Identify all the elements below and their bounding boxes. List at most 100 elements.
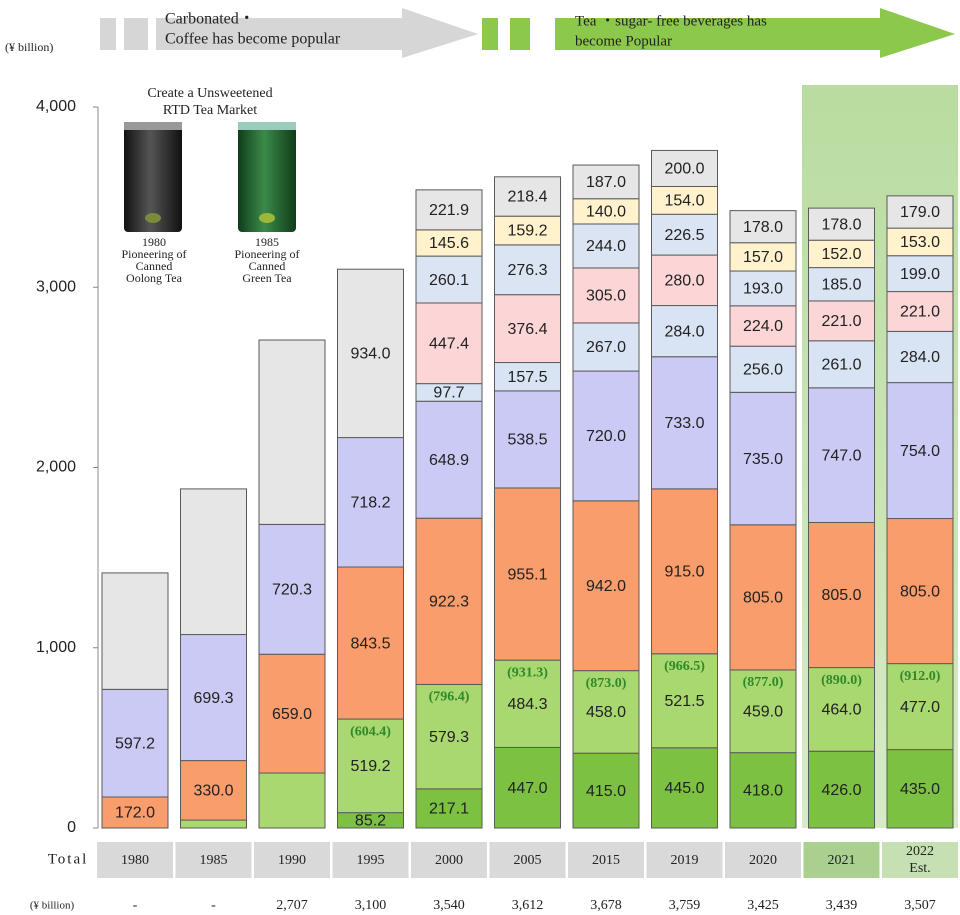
- bar-segment: [651, 356, 718, 490]
- total-value: -: [133, 898, 138, 913]
- product-caption: Pioneering of: [122, 247, 187, 261]
- bar-segment: [415, 189, 483, 231]
- subtotal-label: (890.0): [821, 673, 862, 688]
- bar-segment: [729, 391, 797, 526]
- value-label: 805.0: [821, 587, 861, 604]
- value-label: 754.0: [900, 443, 940, 460]
- value-label: 464.0: [821, 702, 861, 719]
- value-label: 154.0: [664, 193, 704, 210]
- value-label: 157.0: [743, 249, 783, 266]
- bar-segment: [180, 760, 247, 821]
- value-label: 218.4: [507, 189, 547, 206]
- bar-segment: [886, 195, 954, 229]
- value-label: 720.0: [586, 428, 626, 445]
- table-cell: [882, 842, 958, 878]
- total-value: 3,425: [747, 898, 779, 913]
- value-label: 659.0: [272, 706, 312, 723]
- value-label: 172.0: [115, 805, 155, 822]
- value-label: 376.4: [507, 321, 547, 338]
- value-label: 447.4: [429, 336, 469, 353]
- x-tick-label: 2019: [670, 852, 699, 868]
- subtotal-label: (966.5): [664, 659, 705, 674]
- table-cell: [725, 842, 801, 878]
- value-label: 747.0: [821, 447, 861, 464]
- x-tick-label: 1980: [121, 852, 149, 868]
- bar-segment: [494, 390, 561, 489]
- total-label: Total: [48, 851, 89, 867]
- bar-segment: [494, 746, 561, 829]
- era-text: Carbonated・: [165, 11, 255, 28]
- can-image: [238, 122, 296, 232]
- bar-segment: [572, 752, 640, 829]
- annotation: RTD Tea Market: [163, 103, 257, 118]
- value-label: 221.0: [900, 304, 940, 321]
- total-value: 2,707: [276, 898, 308, 913]
- era-text: Coffee has become popular: [165, 31, 341, 48]
- value-label: 221.0: [821, 313, 861, 330]
- value-label: 843.5: [350, 635, 390, 652]
- bar-segment: [651, 305, 718, 358]
- value-label: 579.3: [429, 729, 469, 746]
- table-cell: [489, 842, 566, 878]
- bar-segment: [337, 437, 404, 568]
- value-label: 447.0: [507, 780, 547, 797]
- product-caption: 1985: [255, 235, 279, 249]
- table-cell: [97, 842, 173, 878]
- total-value: 3,439: [826, 898, 858, 913]
- bar-segment: [494, 244, 561, 296]
- total-value: 3,759: [669, 898, 701, 913]
- value-label: 178.0: [743, 219, 783, 236]
- bar-segment: [651, 254, 718, 307]
- bar-segment: [415, 517, 483, 685]
- value-label: 284.0: [664, 323, 704, 340]
- value-label: 484.3: [507, 696, 547, 713]
- value-label: 199.0: [900, 266, 940, 283]
- product-caption: Oolong Tea: [126, 271, 183, 285]
- value-label: 226.5: [664, 227, 704, 244]
- bar-segment: [180, 634, 247, 762]
- value-label: 244.0: [586, 238, 626, 255]
- bar-segment: [258, 653, 326, 774]
- value-label: 256.0: [743, 361, 783, 378]
- table-cell: [568, 842, 644, 878]
- value-label: 97.7: [433, 385, 464, 402]
- value-label: 280.0: [664, 273, 704, 290]
- bar-segment: [572, 223, 640, 269]
- total-unit: (¥ billion): [30, 900, 75, 912]
- bar-segment: [886, 382, 954, 520]
- bar-segment: [886, 749, 954, 829]
- value-label: 955.1: [507, 566, 547, 583]
- value-label: 415.0: [586, 783, 626, 800]
- value-label: 519.2: [350, 758, 390, 775]
- bar-segment: [886, 663, 954, 751]
- value-label: 179.0: [900, 204, 940, 221]
- value-label: 152.0: [821, 246, 861, 263]
- bar-segment: [101, 796, 169, 829]
- total-value: 3,507: [904, 898, 936, 913]
- bar-segment: [808, 387, 875, 523]
- total-value: 3,540: [433, 898, 465, 913]
- value-label: 200.0: [664, 161, 704, 178]
- subtotal-label: (877.0): [743, 675, 784, 690]
- value-label: 720.3: [272, 582, 312, 599]
- bar-segment: [729, 524, 797, 671]
- bar-segment: [729, 242, 797, 272]
- value-label: 267.0: [586, 339, 626, 356]
- value-label: 178.0: [821, 216, 861, 233]
- x-tick-label: 2005: [513, 852, 542, 868]
- value-label: 805.0: [743, 590, 783, 607]
- annotation: Create a Unsweetened: [147, 86, 272, 101]
- product-caption: Canned: [136, 259, 173, 273]
- value-label: 915.0: [664, 564, 704, 581]
- bar-segment: [651, 747, 718, 829]
- bar-segment: [415, 788, 483, 829]
- value-label: 538.5: [507, 432, 547, 449]
- table-cell: [175, 842, 252, 878]
- bar-segment: [415, 229, 483, 257]
- product-caption: Pioneering of: [235, 247, 300, 261]
- value-label: 305.0: [586, 288, 626, 305]
- table-cell: [803, 842, 880, 878]
- x-tick-label: 1985: [199, 852, 228, 868]
- bar-segment: [415, 400, 483, 519]
- x-tick-label: 2000: [435, 852, 463, 868]
